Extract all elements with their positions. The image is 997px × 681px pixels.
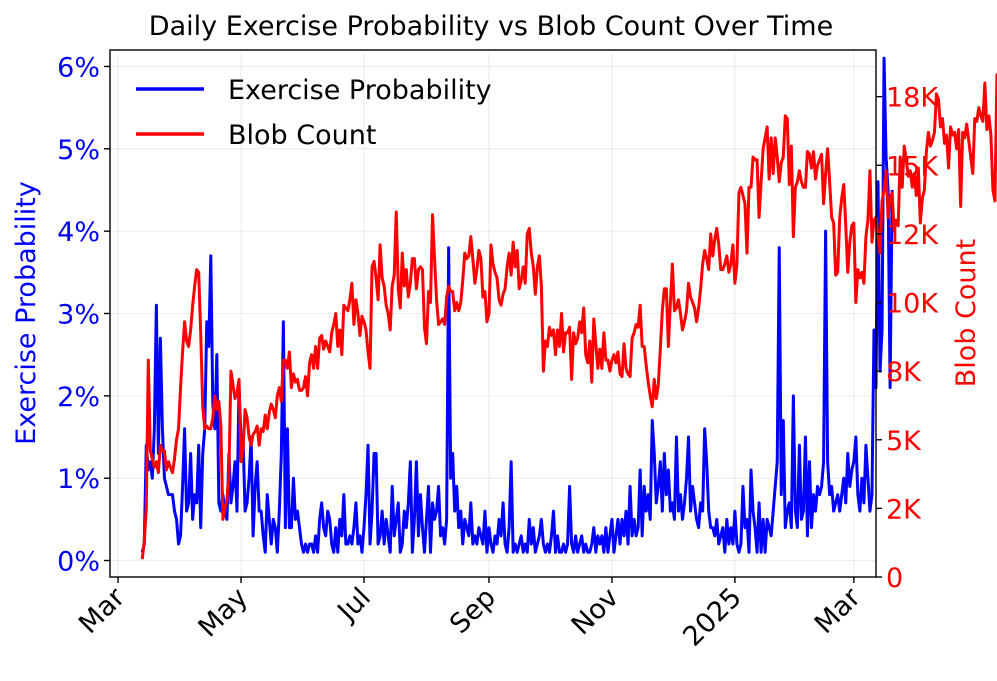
- x-tick-label: Sep: [444, 582, 502, 640]
- chart-title: Daily Exercise Probability vs Blob Count…: [149, 11, 833, 42]
- legend-label-exercise-probability: Exercise Probability: [228, 75, 492, 106]
- series-line-exercise-probability: [140, 56, 894, 554]
- left-axis: 0% 1% 2% 3% 4% 5% 6%: [57, 52, 110, 578]
- right-axis: 0 2K 5K 8K 10K 12K 15K 18K: [876, 83, 939, 594]
- right-tick-label: 10K: [886, 289, 939, 320]
- left-tick-label: 5%: [57, 135, 100, 166]
- series-line-blob-count: [140, 73, 997, 560]
- left-tick-label: 0%: [57, 547, 100, 578]
- x-axis: Mar May Jul Sep Nov 2025 Mar: [73, 577, 867, 653]
- x-tick-label: May: [193, 582, 254, 643]
- right-tick-label: 12K: [886, 220, 939, 251]
- right-tick-label: 5K: [886, 426, 922, 457]
- legend: Exercise Probability Blob Count: [136, 75, 492, 151]
- right-tick-label: 0: [886, 563, 903, 594]
- x-tick-label: Jul: [331, 582, 377, 628]
- x-tick-label: 2025: [677, 582, 748, 653]
- x-tick-label: Mar: [809, 581, 868, 640]
- left-tick-label: 4%: [57, 217, 100, 248]
- legend-label-blob-count: Blob Count: [228, 120, 376, 151]
- left-tick-label: 1%: [57, 464, 100, 495]
- y-axis-label-right: Blob Count: [951, 239, 982, 387]
- y-axis-label-left: Exercise Probability: [11, 181, 42, 445]
- left-tick-label: 6%: [57, 52, 100, 83]
- x-tick-label: Mar: [73, 581, 132, 640]
- series-layer: [140, 56, 997, 560]
- right-tick-label: 8K: [886, 357, 922, 388]
- grid: [110, 50, 876, 577]
- x-tick-label: Nov: [566, 582, 625, 641]
- right-tick-label: 2K: [886, 494, 922, 525]
- left-tick-label: 2%: [57, 382, 100, 413]
- left-tick-label: 3%: [57, 300, 100, 331]
- right-tick-label: 15K: [886, 151, 939, 182]
- right-tick-label: 18K: [886, 83, 939, 114]
